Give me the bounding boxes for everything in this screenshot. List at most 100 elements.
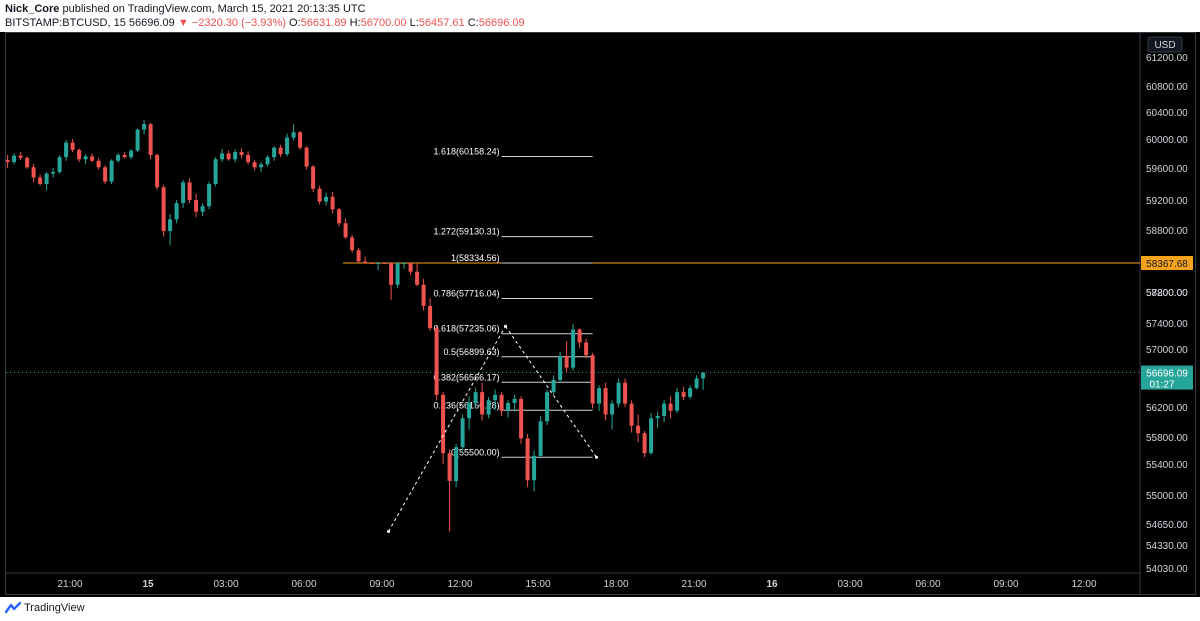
footer: TradingView [0,597,1200,621]
x-tick-label: 03:00 [837,579,862,590]
candlestick-chart[interactable]: USD 61200.00 60800.00 60400.00 60000.00 59600… [5,33,1195,594]
candle-body [298,132,303,148]
y-tick-label: 60800.00 [1146,82,1188,93]
x-tick-label: 21:00 [681,579,706,590]
low-value: 56457.61 [418,17,465,29]
candle-body [655,416,660,419]
candle-body [688,388,693,397]
horizontal-line-price-tag [1141,256,1193,270]
candle-body [649,418,654,454]
candle-body [109,160,114,182]
price-change: −2320.30 (−3.93%) [191,17,286,29]
candle-body [363,261,368,263]
candle-body [447,453,452,482]
candle-body [181,182,186,204]
fib-level-label: 0.382(56566.17) [434,372,500,382]
candle-body [330,196,335,210]
candle-body [311,166,316,189]
candle-body [194,200,199,212]
candle-body [532,455,537,481]
fib-level-label: 0.236(56156.28) [434,400,500,410]
chart-pane[interactable]: USD 61200.00 60800.00 60400.00 60000.00 59600… [5,32,1196,595]
x-tick-label: 09:00 [369,579,394,590]
projection-dashed-line [505,325,597,458]
candle-body [350,237,355,251]
current-price: 56696.09 [128,17,175,29]
fib-level-label: 1(58334.56) [451,253,500,263]
candle-body [389,263,394,285]
candle-body [226,153,231,160]
last-price-label: 56696.09 [1146,369,1188,380]
candle-body [233,152,238,160]
candle-body [291,132,296,138]
candle-body [135,129,140,151]
candle-body [272,147,277,158]
candle-body [493,394,498,401]
tradingview-brand[interactable]: TradingView [24,602,85,614]
candle-body [597,388,602,404]
y-tick-label: 60000.00 [1146,135,1188,146]
x-tick-label: 12:00 [447,579,472,590]
candle-body [428,305,433,329]
candle-body [512,398,517,403]
candle-body [467,402,472,419]
candle-body [356,250,361,262]
candle-body [603,388,608,415]
candle-body [337,209,342,224]
candle-body [376,263,381,264]
candle-body [259,164,264,168]
x-tick-label: 15:00 [525,579,550,590]
candle-body [434,328,439,395]
publisher-line: Nick_Core published on TradingView.com, … [5,3,366,15]
y-tick-label: 54330.00 [1146,541,1188,552]
candle-body [51,172,56,174]
candle-body [343,223,348,238]
y-tick-label: 61200.00 [1146,53,1188,64]
open-label: O: [289,17,301,29]
candle-body [382,263,387,264]
author-name[interactable]: Nick_Core [5,3,60,15]
candle-body [551,380,556,393]
candle-body [636,425,641,434]
candle-body [441,394,446,454]
candle-body [701,372,706,379]
y-tick-label: 54650.00 [1146,520,1188,531]
horizontal-line-price-label: 58367.68 [1146,259,1188,270]
y-tick-label: 60400.00 [1146,108,1188,119]
candle-body [129,150,134,158]
candle-body [25,157,30,168]
y-tick-label: 59600.00 [1146,164,1188,175]
candle-body [12,155,17,163]
close-label: C: [467,17,479,29]
projection-dashed-line [388,326,506,532]
candle-body [590,355,595,404]
candle-body [454,447,459,482]
close-value: 56696.09 [478,17,525,29]
candle-body [207,184,212,207]
candle-body [304,147,309,167]
candle-body [577,329,582,343]
candle-body [77,149,82,160]
candle-body [252,162,257,168]
projection-point [504,324,507,328]
candle-body [155,154,160,188]
candle-body [142,124,147,130]
x-tick-label: 06:00 [291,579,316,590]
candle-body [103,167,108,182]
candle-body [148,124,153,155]
currency-label: USD [1154,40,1175,51]
x-tick-label: 06:00 [915,579,940,590]
candle-body [584,342,589,356]
projection-point [595,455,598,459]
fib-level-label: 1.618(60158.24) [434,147,500,157]
last-price-countdown: 01:27 [1149,380,1174,391]
candle-body [506,402,511,411]
x-tick-label: 18:00 [603,579,628,590]
fib-level-label: 0.618(57235.06) [434,324,500,334]
candle-body [324,196,329,202]
candle-body [408,263,413,272]
symbol-line: BITSTAMP:BTCUSD, 15 56696.09 ▼ −2320.30 … [5,17,525,29]
x-tick-label: 09:00 [993,579,1018,590]
candle-body [538,421,543,456]
y-tick-label: 58800.00 [1146,226,1188,237]
